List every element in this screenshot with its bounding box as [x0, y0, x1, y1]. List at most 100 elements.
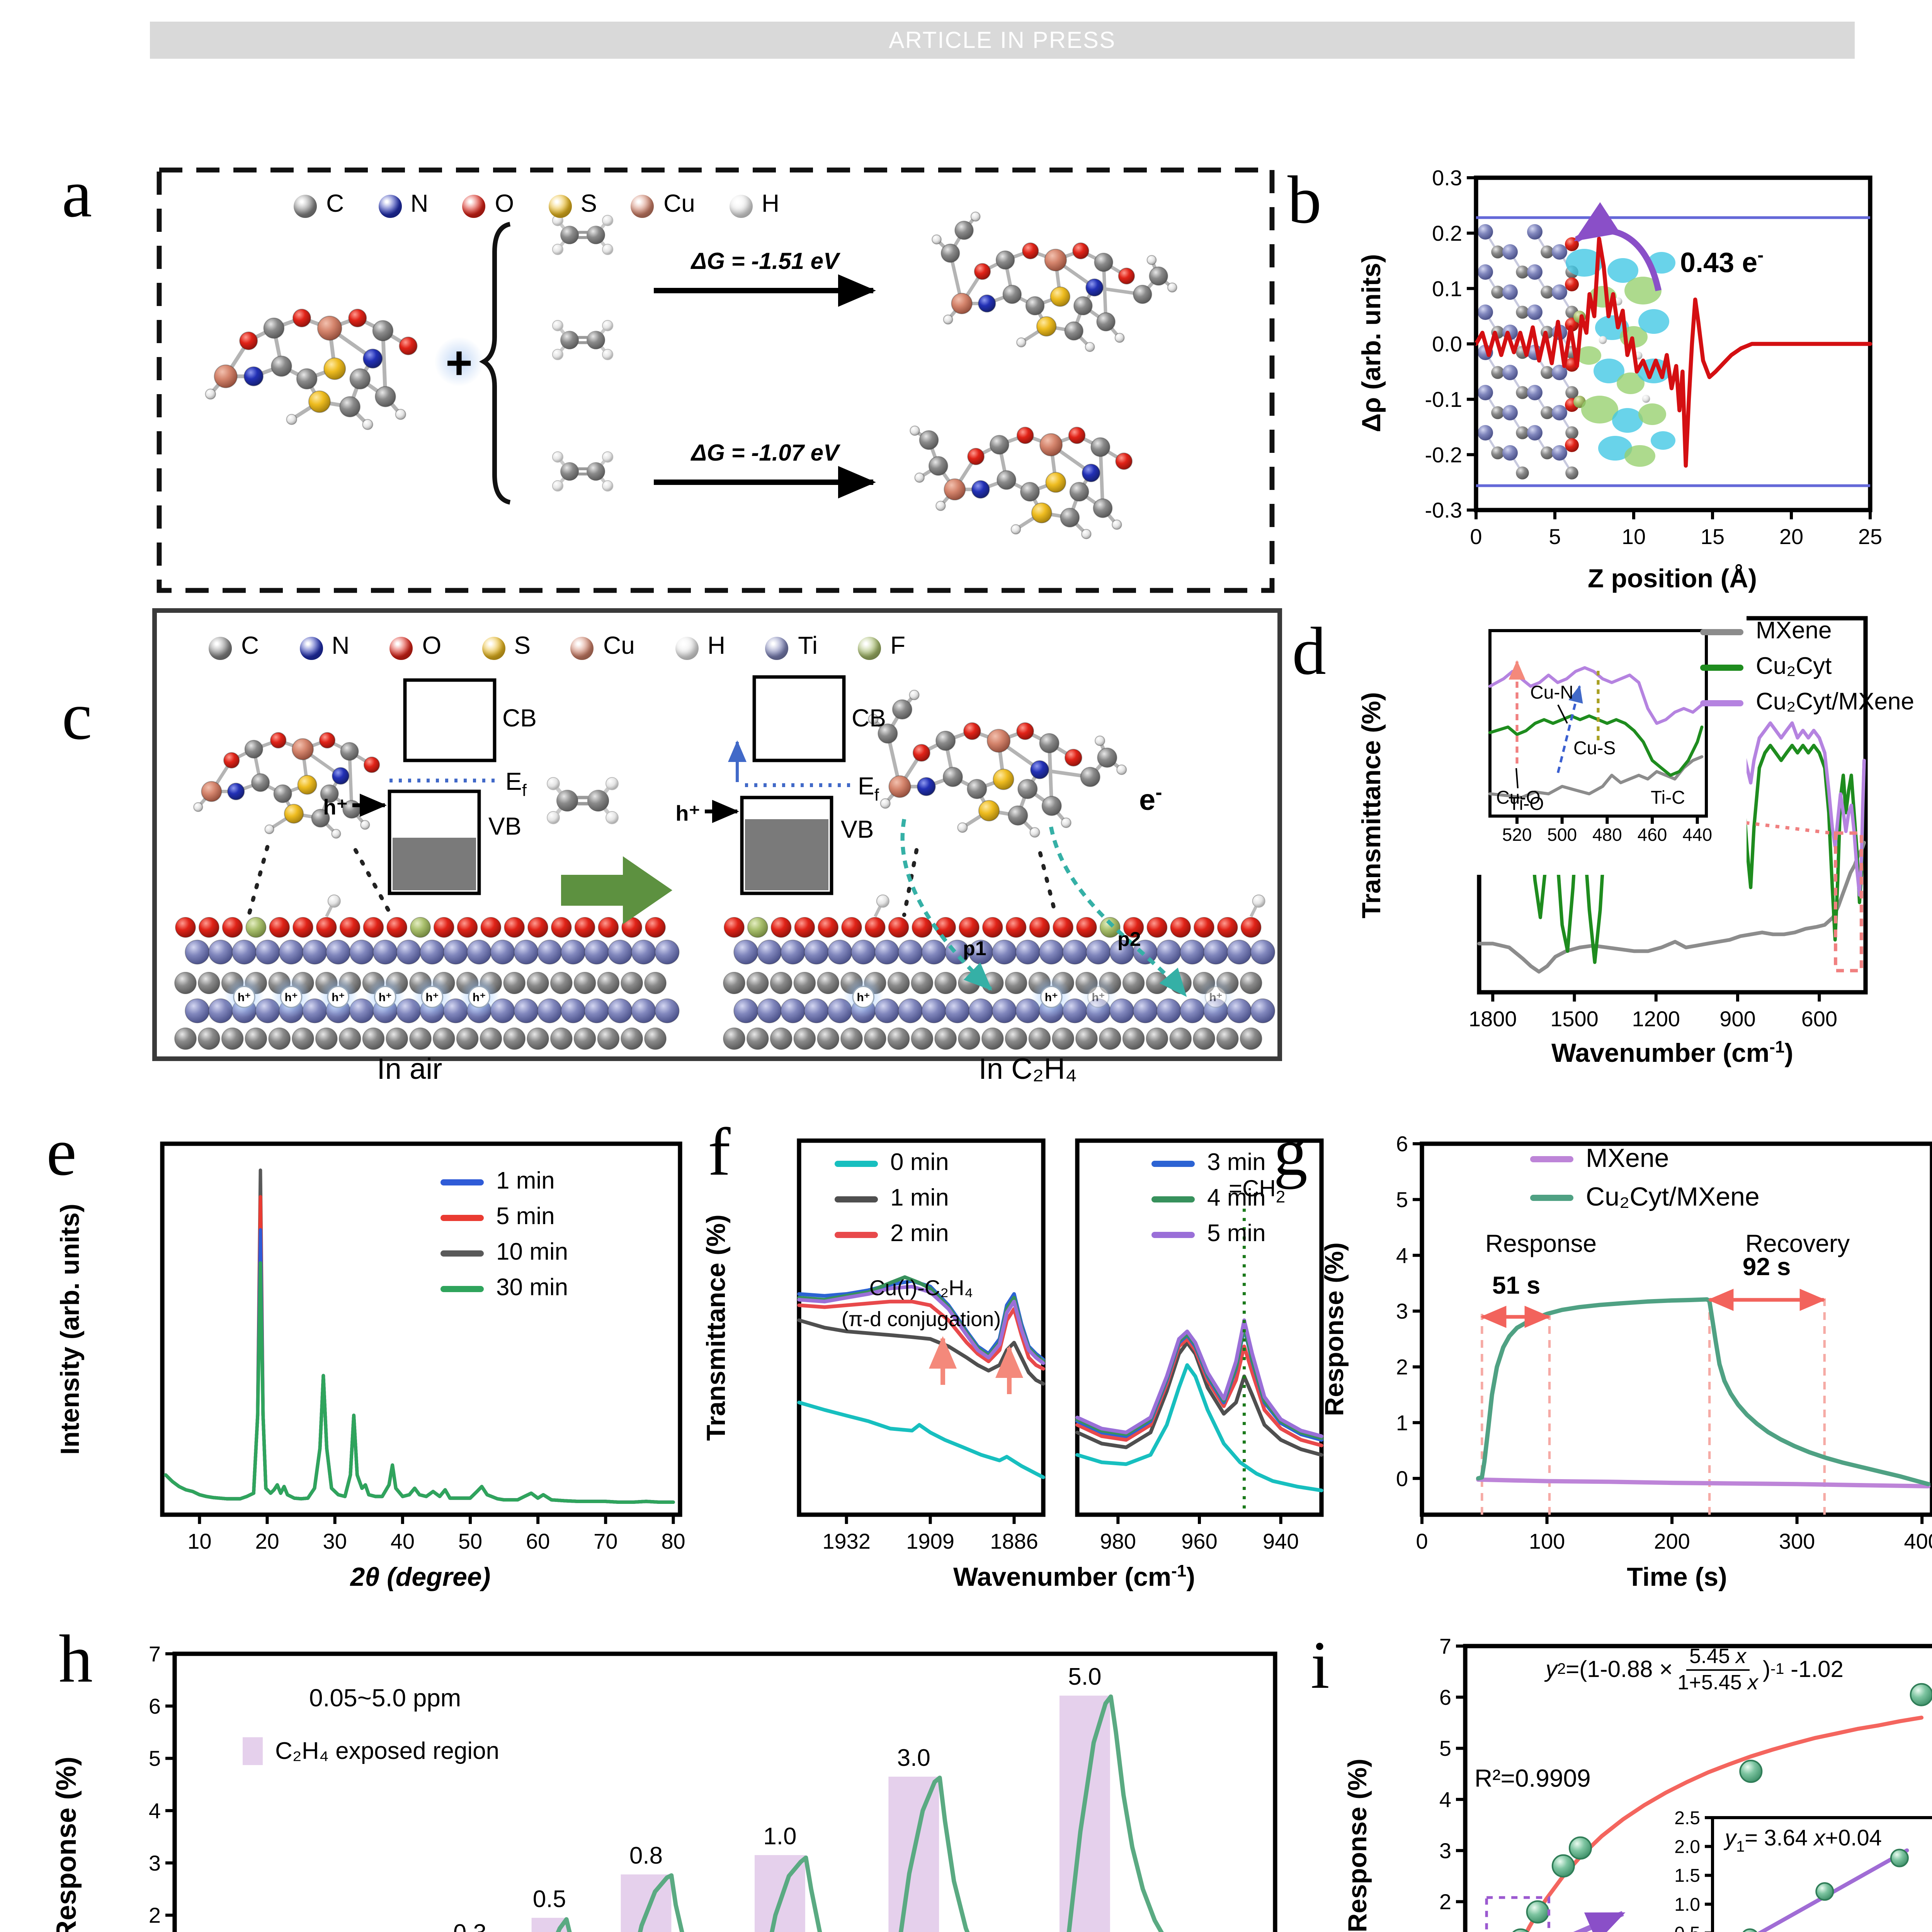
- panel-i-calibration-chart: Response (%) Concentration (ppm) 0123450…: [1343, 1634, 1932, 1932]
- atom-swatch-C: [294, 194, 317, 217]
- i-inset-annotations: y1= 3.64 x+0.04 R² = 0.9928: [1723, 1825, 1882, 1855]
- f1-series-5 min: [797, 1284, 1045, 1365]
- hplus-label-c2h4: h⁺: [675, 801, 700, 825]
- legend-30min: 30 min: [440, 1275, 568, 1303]
- b-plot-content: 0 5 10 15 20 25 0.3 0.2 0.1 0.0 -0.1 -0.2 -0.3: [1425, 166, 1883, 549]
- y-tick-label: 7: [1439, 1634, 1451, 1658]
- isosurface-blob: [1594, 359, 1624, 383]
- y-tick-label: 6: [1396, 1132, 1408, 1156]
- charge-transfer-label: 0.43 e-: [1680, 245, 1764, 278]
- panel-f-ftir-time-chart: Transmittance (%) Wavenumber (cm-1) 1932…: [701, 1138, 1195, 1592]
- swatch-30min: [440, 1286, 484, 1292]
- b-y-axis-title: Δρ (arb. units): [1357, 254, 1386, 432]
- g-x-axis-title: Time (s): [1627, 1562, 1727, 1592]
- vb-label-air: VB: [488, 812, 521, 840]
- svg-text:h⁺: h⁺: [857, 991, 870, 1004]
- zoom-region-box: [1834, 831, 1863, 973]
- legend-2min: 2 min: [835, 1221, 949, 1249]
- g-series-MXene: [1476, 1477, 1931, 1489]
- swatch-1min: [440, 1179, 484, 1185]
- panel-g-response-chart: Response (%) Time (s) 0 100 200 300 400 0 1 2 3 4…: [1320, 1132, 1932, 1592]
- y-tick-label: 0.3: [1432, 166, 1462, 190]
- y-tick-label: 4: [1396, 1243, 1408, 1267]
- delta-g-top: ΔG = -1.51 eV: [690, 248, 841, 274]
- atom-swatch-Ti: [765, 636, 789, 659]
- legend-item-O: O: [389, 634, 441, 662]
- svg-text:h⁺: h⁺: [425, 991, 439, 1004]
- ethylene-molecule: [547, 777, 619, 824]
- cb-label-c2h4: CB: [852, 704, 886, 732]
- legend-mxene: MXene: [1530, 1144, 1760, 1175]
- x-tick-label: 20: [255, 1529, 279, 1553]
- svg-text:h⁺: h⁺: [379, 991, 392, 1004]
- hole-marker: h⁺: [412, 977, 452, 1017]
- isosurface-blob: [1638, 403, 1666, 425]
- y-tick-label: 6: [1439, 1685, 1451, 1709]
- x-tick-label: 40: [391, 1529, 415, 1553]
- fit-equation: y 2 =(1-0.88 × 5.45 x 1+5.45 x) -1 -1.02: [1546, 1645, 1844, 1694]
- d-annotations: [1715, 817, 1863, 973]
- panel-f-right-legend: 3 min 4 min 5 min: [1151, 1150, 1266, 1249]
- data-point: [1739, 1760, 1763, 1783]
- inset-equation: y1= 3.64 x+0.04: [1723, 1825, 1882, 1855]
- panel-label-h: h: [59, 1621, 93, 1697]
- legend-item-Ti: Ti: [765, 634, 818, 662]
- i_inset-plot-content: 0.00.20.40.6-0.50.00.51.01.52.02.5: [1674, 1808, 1909, 1932]
- response-label: Response: [1485, 1230, 1597, 1257]
- panel-d-inset-chart: 520 500 480 460 440 Cu-O Cu-N Cu-S Ti-O Ti-C: [1468, 615, 1747, 875]
- swatch-0min: [835, 1161, 878, 1167]
- mxene-swatch: [1530, 1156, 1573, 1162]
- legend-item-Cu: Cu: [631, 192, 695, 219]
- h-annotations: 0.05~5.0 ppm C₂H₄ exposed region: [243, 1684, 499, 1765]
- hole-marker: h⁺: [318, 977, 359, 1017]
- isosurface-blob: [1617, 372, 1645, 394]
- data-point: [1910, 1683, 1932, 1706]
- f-left-annotations: Cu(I)-C₂H₄ (π-d conjugation): [842, 1276, 1023, 1394]
- x-tick-label: 1500: [1550, 1007, 1599, 1031]
- data-point: [1568, 1836, 1592, 1860]
- x-tick-label: 80: [661, 1529, 685, 1553]
- i-y-axis-title: Response (%): [1343, 1759, 1372, 1932]
- svg-text:h⁺: h⁺: [1209, 991, 1222, 1004]
- y-tick-label: 7: [149, 1642, 161, 1666]
- e-x-axis-title: 2θ (degree): [350, 1562, 491, 1592]
- legend-item-S: S: [481, 634, 531, 662]
- legend-cu2cyt-mxene: Cu₂Cyt/MXene: [1530, 1182, 1760, 1213]
- svg-text:h⁺: h⁺: [473, 991, 486, 1004]
- panel-h-dynamic-response-chart: Response (%) Time (s) 0.050.080.10.30.50…: [51, 1642, 1277, 1932]
- svg-text:h⁺: h⁺: [238, 991, 251, 1004]
- y-tick-label: 5: [1396, 1187, 1408, 1212]
- y-tick-label: 5: [1439, 1736, 1451, 1760]
- x-tick-label: 300: [1779, 1529, 1815, 1553]
- inset-pointer-arrow: [1573, 1911, 1626, 1932]
- panel-d-legend: MXene Cu₂Cyt Cu₂Cyt/MXene: [1700, 618, 1914, 717]
- svg-text:h⁺: h⁺: [332, 991, 345, 1004]
- d-inset-frame: [1488, 629, 1708, 818]
- atom-swatch-F: [858, 636, 881, 659]
- y-tick-label: 2.0: [1674, 1837, 1700, 1857]
- y-tick-label: 2: [149, 1903, 161, 1927]
- panel-c-mechanism-scheme: h⁺ h⁺ h⁺ h⁺ h⁺ h⁺ h⁺ h⁺ h⁺ h⁺ CB Ef VB h⁺ CB Ef V…: [152, 608, 1282, 1085]
- panel-a-annotations: + ΔG = -1.51 eV ΔG = -1.07 eV: [434, 222, 876, 505]
- product-molecule-top: [931, 211, 1177, 352]
- d-y-axis-title: Transmittance (%): [1357, 692, 1386, 918]
- plus-sign: +: [446, 337, 473, 389]
- b-series-delta-rho: [1474, 236, 1872, 468]
- r2-main-label: R²=0.9909: [1475, 1764, 1591, 1792]
- atom-swatch-O: [389, 636, 413, 659]
- region-concentration-label: 0.5: [533, 1886, 566, 1912]
- panel-a-atom-legend: C N O S Cu H: [294, 192, 779, 219]
- d-inset-annotations: Cu-O Cu-N Cu-S Ti-O Ti-C: [1496, 660, 1685, 814]
- y-tick-label: -0.2: [1425, 442, 1463, 467]
- f2-series-2 min: [1075, 1337, 1323, 1447]
- y-tick-label: 2.5: [1674, 1808, 1700, 1828]
- h-series-Cu2Cyt/MXene: [556, 1694, 1164, 1932]
- h-plot-frame: [172, 1651, 1277, 1932]
- x-tick-label: 30: [323, 1529, 347, 1553]
- atom-swatch-H: [675, 636, 698, 659]
- cu2cyt-mxene-line-swatch: [1700, 700, 1743, 706]
- legend-10min: 10 min: [440, 1240, 568, 1267]
- d_inset-series-Cu2Cyt: [1488, 714, 1704, 777]
- panel-i-inset-chart: 0.00.20.40.6-0.50.00.51.01.52.02.5 y1= 3…: [1674, 1802, 1932, 1932]
- panel-label-e: e: [46, 1114, 77, 1190]
